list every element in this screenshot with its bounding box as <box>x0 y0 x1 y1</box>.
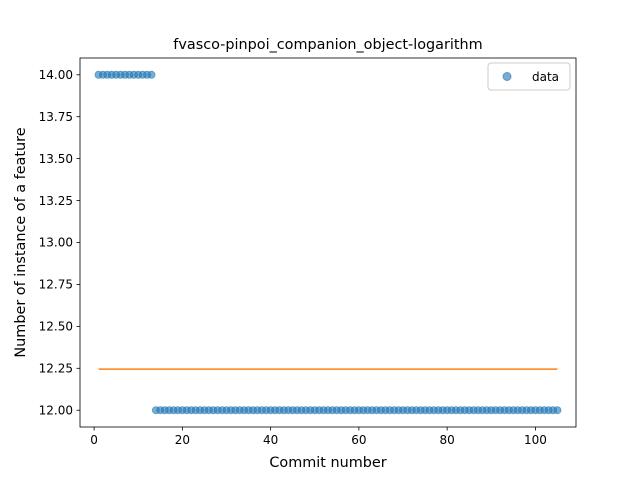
data-point <box>553 406 562 415</box>
data-point <box>147 70 156 79</box>
legend-box <box>487 62 571 91</box>
y-tick-label: 12.25 <box>39 361 73 375</box>
legend-entry-data: data <box>532 70 559 84</box>
y-tick-label: 12.75 <box>39 278 73 292</box>
y-tick-label: 12.50 <box>39 320 73 334</box>
x-tick-label: 0 <box>90 433 98 447</box>
legend: data <box>487 62 571 91</box>
x-axis-label: Commit number <box>269 455 386 471</box>
y-tick-label: 13.75 <box>39 110 73 124</box>
x-tick-label: 100 <box>524 433 547 447</box>
x-tick-label: 80 <box>440 433 455 447</box>
y-tick-label: 13.50 <box>39 152 73 166</box>
legend-marker <box>502 72 512 81</box>
x-tick-label: 40 <box>263 433 278 447</box>
y-tick-label: 14.00 <box>39 68 73 82</box>
y-tick-label: 13.25 <box>39 194 73 208</box>
y-axis-label: Number of instance of a feature <box>13 127 29 357</box>
x-axis: 0 20 40 60 80 100 <box>90 427 547 447</box>
y-tick-label: 12.00 <box>39 403 73 417</box>
plot-marks <box>94 70 562 415</box>
x-tick-label: 60 <box>351 433 366 447</box>
y-axis: 12.00 12.25 12.50 12.75 13.00 13.25 13.50 13.75… <box>39 68 80 417</box>
x-tick-label: 20 <box>175 433 190 447</box>
chart-title: fvasco-pinpoi_companion_object-logarithm <box>173 37 482 53</box>
y-tick-label: 13.00 <box>39 236 73 250</box>
